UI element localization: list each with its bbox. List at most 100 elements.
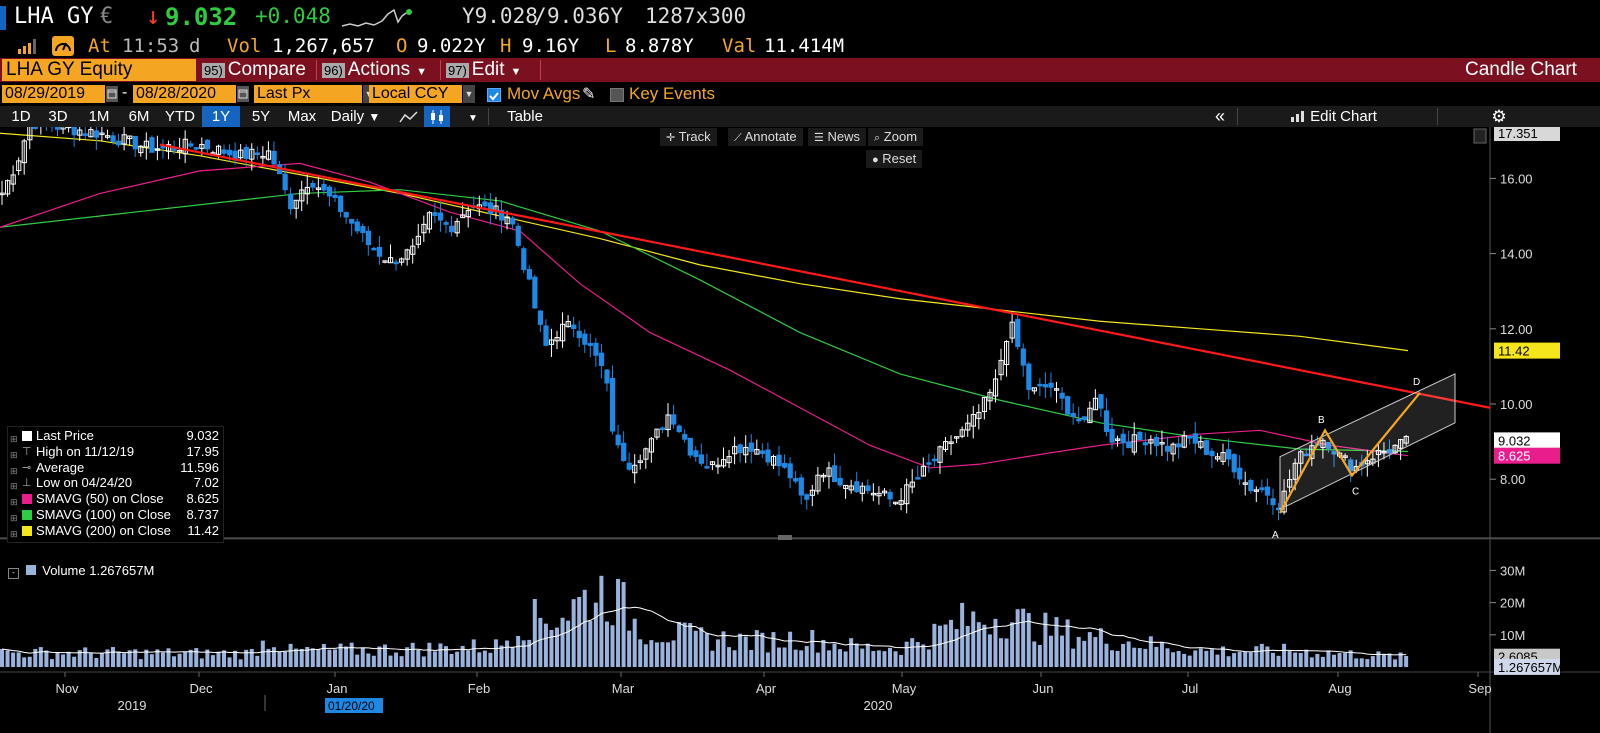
volume-bar: [316, 649, 321, 667]
legend-swatch: [22, 510, 32, 520]
candle-down: [1348, 459, 1354, 472]
candle-down: [171, 148, 177, 151]
candle-up: [121, 134, 127, 145]
actions-button[interactable]: 96) Actions ▼: [322, 59, 427, 81]
volume-bar: [0, 649, 4, 667]
price-tag-sma200: 11.42: [1498, 344, 1530, 359]
range-button-3d[interactable]: 3D: [48, 108, 68, 125]
volume-bar: [1237, 651, 1242, 667]
candle-up: [743, 446, 749, 456]
price-tag-last: 9.032: [1498, 433, 1531, 448]
candle-up: [388, 257, 394, 264]
settings-button[interactable]: ⚙: [1486, 106, 1512, 127]
volume-bar: [727, 647, 732, 667]
price-axis-label: 10.00: [1500, 397, 1533, 412]
track-button[interactable]: ✛ Track: [660, 128, 717, 146]
zoom-button[interactable]: ⌕ Zoom: [868, 128, 924, 146]
mov-avgs-label[interactable]: Mov Avgs: [507, 84, 581, 103]
price-field-select[interactable]: Last Px: [254, 85, 362, 103]
collapse-icon[interactable]: -: [8, 568, 19, 579]
volume-bar: [538, 617, 543, 667]
compare-button[interactable]: 95) Compare: [202, 59, 306, 81]
reset-button[interactable]: ● Reset: [866, 150, 923, 168]
range-button-6m[interactable]: 6M: [128, 108, 150, 125]
price-chart[interactable]: 16.00 14.00 12.00 10.00 8.00 17.351 11.42 9.032…: [0, 127, 1600, 733]
candle-down: [698, 454, 704, 464]
periodicity-select[interactable]: Daily ▼: [323, 106, 388, 127]
volume-bar: [238, 659, 243, 667]
legend-toggle-icon[interactable]: ⊞: [10, 497, 18, 508]
candle-down: [1303, 453, 1309, 457]
chevron-down-icon[interactable]: ▼: [463, 85, 475, 103]
candle-chart-button[interactable]: [424, 106, 450, 127]
legend-toggle-icon[interactable]: ⊞: [10, 513, 18, 523]
volume-bar: [926, 649, 931, 667]
candle-up: [815, 474, 821, 492]
candle-down: [271, 150, 277, 165]
volume-bar: [1121, 643, 1126, 667]
edit-button[interactable]: 97) Edit ▼: [446, 59, 521, 81]
range-button-1d[interactable]: 1D: [11, 108, 31, 125]
candle-down: [804, 494, 810, 500]
volume-bar: [233, 650, 238, 667]
range-button-max[interactable]: Max: [287, 108, 317, 125]
candle-up: [1292, 462, 1298, 480]
gauge-icon[interactable]: [52, 36, 74, 56]
key-events-checkbox[interactable]: [610, 88, 624, 102]
volume-bar: [1087, 632, 1092, 667]
legend-toggle-icon[interactable]: ⊞: [10, 449, 18, 460]
volume-bar: [1254, 646, 1259, 667]
end-date-field[interactable]: 08/28/2020: [133, 85, 236, 103]
volume-bar: [1376, 651, 1381, 667]
currency-select[interactable]: Local CCY: [369, 85, 462, 103]
mov-avgs-checkbox[interactable]: [487, 88, 501, 102]
table-button[interactable]: Table: [507, 108, 543, 125]
volume-bar: [210, 655, 215, 667]
range-button-1m[interactable]: 1M: [88, 108, 110, 125]
candle-up: [177, 149, 183, 153]
volume-bar: [399, 656, 404, 667]
legend-value: 7.02: [193, 475, 219, 491]
start-date-field[interactable]: 08/29/2019: [2, 85, 105, 103]
line-chart-button[interactable]: [396, 106, 422, 127]
legend-toggle-icon[interactable]: ⊞: [10, 434, 18, 444]
chart-style-dropdown[interactable]: ▼: [462, 106, 484, 127]
legend-toggle-icon[interactable]: ⊞: [10, 481, 18, 492]
pencil-icon[interactable]: ✎: [582, 86, 596, 103]
edit-chart-button[interactable]: Edit Chart: [1290, 106, 1420, 127]
sparkline-icon: [341, 8, 412, 27]
toolbar-divider: [440, 60, 441, 80]
range-button-1y[interactable]: 1Y: [202, 106, 240, 127]
candle-down: [204, 139, 211, 150]
periodicity-label: Daily: [330, 108, 365, 125]
legend-toggle-icon[interactable]: ⊞: [10, 528, 18, 539]
calendar-icon[interactable]: [106, 86, 118, 102]
key-events-label[interactable]: Key Events: [629, 84, 715, 103]
candle-up: [504, 216, 510, 225]
collapse-panel-button[interactable]: «: [1205, 106, 1235, 127]
volume-bar: [510, 646, 515, 667]
legend-toggle-icon[interactable]: ⊞: [10, 465, 18, 476]
range-button-5y[interactable]: 5Y: [251, 108, 271, 125]
annotate-button[interactable]: ⟋ Annotate: [728, 128, 803, 146]
security-field[interactable]: LHA GY Equity: [2, 59, 196, 81]
candle-down: [693, 450, 699, 457]
news-button[interactable]: ☰ News: [808, 128, 867, 146]
candle-up: [1009, 321, 1015, 339]
candle-up: [937, 446, 943, 463]
calendar-icon[interactable]: [237, 86, 249, 102]
candle-up: [215, 145, 222, 155]
range-button-ytd[interactable]: YTD: [165, 108, 195, 125]
volume-bar: [677, 621, 682, 667]
candle-down: [798, 477, 804, 496]
volume-bar: [222, 650, 226, 667]
volume-bar: [771, 632, 776, 667]
cursor-date-bg: [325, 698, 383, 713]
price-channel: [1279, 373, 1456, 511]
volume-bar: [444, 646, 448, 667]
candle-up: [1298, 451, 1304, 464]
candle-down: [1042, 384, 1049, 388]
volume-average-line: [1, 606, 1407, 656]
volume-bar: [449, 653, 454, 667]
news-label: News: [827, 129, 861, 144]
